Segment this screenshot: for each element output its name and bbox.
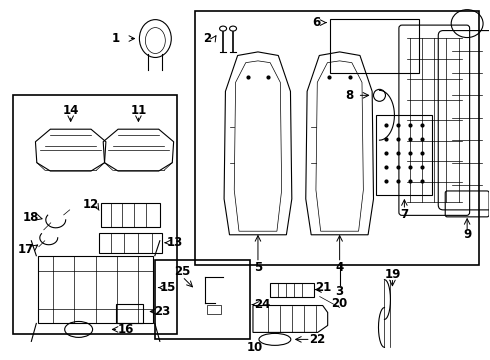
Text: 1: 1	[111, 32, 120, 45]
Text: 16: 16	[117, 323, 134, 336]
Text: 14: 14	[63, 104, 79, 117]
Bar	[155, 260, 250, 339]
Text: 20: 20	[332, 297, 348, 310]
Text: 4: 4	[336, 261, 344, 274]
Text: 12: 12	[82, 198, 98, 211]
Bar	[270, 283, 314, 297]
Bar	[13, 95, 177, 334]
Bar	[100, 203, 160, 227]
Text: 18: 18	[23, 211, 39, 224]
Text: 22: 22	[310, 333, 326, 346]
Text: 24: 24	[254, 298, 270, 311]
Text: 10: 10	[247, 341, 263, 354]
Text: 17: 17	[18, 243, 34, 256]
Text: 23: 23	[154, 305, 171, 318]
Text: 25: 25	[174, 265, 191, 278]
Bar	[376, 115, 432, 195]
Text: 2: 2	[203, 32, 211, 45]
Text: 15: 15	[160, 281, 176, 294]
Text: 5: 5	[254, 261, 262, 274]
Text: 8: 8	[345, 89, 354, 102]
Text: 19: 19	[384, 268, 401, 281]
Bar	[116, 303, 144, 323]
Bar	[207, 305, 221, 315]
Bar	[38, 256, 153, 323]
Text: 9: 9	[463, 228, 471, 241]
Text: 13: 13	[167, 236, 183, 249]
Text: 3: 3	[336, 285, 343, 298]
Bar	[195, 11, 479, 265]
Text: 7: 7	[400, 208, 409, 221]
Text: 21: 21	[316, 281, 332, 294]
Bar	[98, 233, 162, 253]
Bar	[330, 19, 419, 73]
Text: 6: 6	[313, 16, 321, 29]
Text: 11: 11	[130, 104, 147, 117]
